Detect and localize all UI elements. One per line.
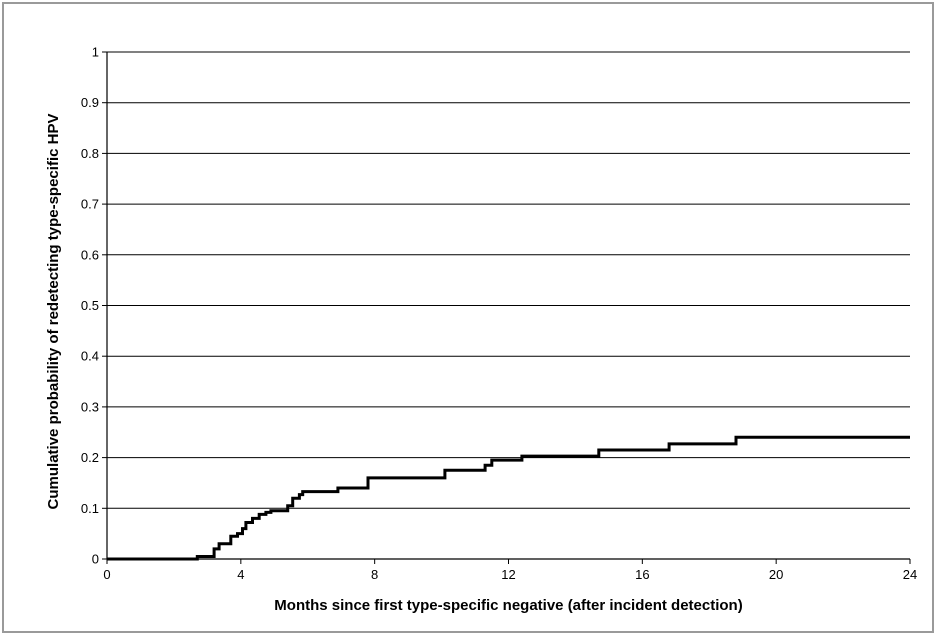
y-tick-label: 0.7 <box>81 197 99 212</box>
y-tick-label: 0.6 <box>81 247 99 262</box>
x-tick-label: 16 <box>635 567 649 582</box>
grid-lines <box>107 51 910 509</box>
y-axis-ticks: 0 0.1 0.2 0.3 0.4 0.5 0.6 0.7 0.8 0.9 1 <box>81 45 107 567</box>
y-tick-label: 0 <box>92 552 99 567</box>
y-axis-label: Cumulative probability of redetecting ty… <box>45 114 62 510</box>
x-tick-label: 20 <box>769 567 783 582</box>
y-tick-label: 0.3 <box>81 399 99 414</box>
x-tick-label: 12 <box>501 567 515 582</box>
y-tick-label: 0.2 <box>81 450 99 465</box>
y-tick-label: 1 <box>92 45 99 60</box>
y-tick-label: 0.4 <box>81 349 99 364</box>
x-tick-label: 4 <box>237 567 244 582</box>
x-tick-label: 0 <box>103 567 110 582</box>
y-tick-label: 0.8 <box>81 146 99 161</box>
x-tick-label: 24 <box>903 567 917 582</box>
series-line <box>107 435 910 561</box>
y-tick-label: 0.9 <box>81 95 99 110</box>
y-tick-label: 0.1 <box>81 501 99 516</box>
y-tick-label: 0.5 <box>81 298 99 313</box>
x-axis-ticks: 0 4 8 12 16 20 24 <box>103 559 917 582</box>
x-tick-label: 8 <box>371 567 378 582</box>
x-axis-label: Months since first type-specific negativ… <box>274 597 742 614</box>
